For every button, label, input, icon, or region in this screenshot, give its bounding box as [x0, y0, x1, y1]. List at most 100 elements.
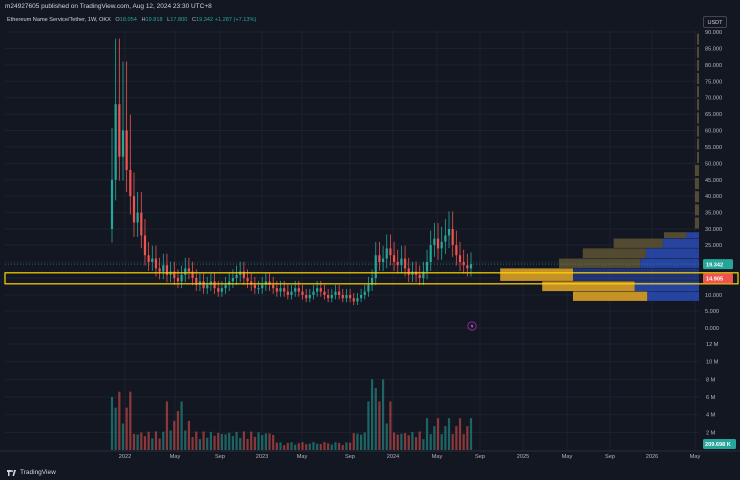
tradingview-logo-icon	[7, 469, 16, 476]
volume-bar	[330, 444, 333, 450]
volume-bar	[381, 379, 385, 450]
candle-body	[389, 248, 392, 256]
volume-bar	[272, 434, 275, 450]
candle-body	[250, 281, 253, 285]
candle-body	[162, 265, 165, 272]
candle-body	[202, 281, 205, 289]
candle-body	[286, 291, 289, 295]
candle-body	[305, 295, 308, 299]
volume-bar	[158, 438, 161, 450]
currency-button[interactable]: USDT	[703, 16, 727, 28]
profile-down-bar	[573, 268, 699, 281]
candle-body	[209, 281, 213, 285]
candle-body	[345, 295, 348, 299]
volume-bar	[374, 388, 377, 450]
candle-body	[418, 274, 421, 278]
candle-body	[220, 288, 223, 292]
candle-body	[176, 278, 180, 282]
candle-body	[363, 291, 366, 295]
open-value: 18.054	[119, 17, 137, 23]
price-tick-label: 65.000	[705, 112, 722, 118]
lightning-icon	[470, 323, 474, 329]
volume-bar	[378, 401, 381, 450]
profile-tail-bar	[695, 217, 699, 229]
candle-body	[297, 288, 300, 292]
profile-tail-bar	[697, 138, 699, 150]
candle-body	[378, 255, 381, 262]
price-tick-label: 50.000	[705, 161, 722, 167]
volume-bar	[184, 430, 187, 450]
candle-body	[275, 288, 278, 292]
volume-bar	[118, 391, 121, 450]
price-tick-label: 70.000	[705, 96, 722, 102]
volume-bar	[213, 435, 216, 450]
volume-bar	[301, 442, 304, 450]
volume-bar	[264, 433, 267, 450]
volume-bar	[469, 418, 473, 450]
last-price-label: 19.342	[706, 262, 723, 268]
volume-bar	[224, 434, 227, 450]
candle-body	[403, 258, 407, 269]
volume-bar	[206, 437, 209, 450]
profile-tail-bar	[697, 46, 699, 58]
profile-tail-bar	[697, 112, 699, 124]
high-label: H	[141, 17, 146, 23]
profile-tail-bar	[697, 73, 699, 85]
volume-bar	[154, 431, 158, 450]
volume-bar	[403, 433, 407, 450]
time-tick-label: Sep	[345, 454, 355, 460]
volume-bar	[147, 431, 150, 450]
tradingview-logo[interactable]: TradingView	[7, 468, 56, 477]
candle-body	[253, 284, 256, 289]
volume-bar	[136, 434, 139, 450]
candle-body	[433, 238, 436, 245]
volume-series	[110, 379, 473, 450]
volume-bar	[447, 418, 451, 450]
profile-up-bar	[573, 291, 648, 301]
volume-bar	[110, 397, 114, 450]
time-tick-label: May	[297, 454, 308, 460]
time-axis: 2022 May Sep 2023 May Sep 2024 May Sep 2025 May Sep…	[0, 450, 740, 460]
volume-bar	[396, 434, 399, 450]
volume-tick-label: 4 M	[706, 413, 716, 419]
close-label: C	[191, 17, 196, 23]
price-tick-label: 40.000	[705, 194, 722, 200]
candle-body	[400, 258, 403, 266]
symbol-title[interactable]: Ethereum Name Service/Tether, 1W, OKX	[7, 17, 111, 23]
volume-bar	[341, 444, 344, 450]
profile-down-bar	[640, 258, 699, 268]
volume-bar	[316, 443, 319, 450]
candle-body	[385, 248, 388, 259]
candle-body	[206, 284, 209, 289]
candle-body	[151, 258, 154, 262]
volume-bar	[140, 432, 143, 450]
low-value: 17.800	[170, 17, 188, 23]
candle-body	[374, 255, 377, 278]
volume-bar	[466, 426, 469, 450]
volume-bar	[231, 435, 234, 450]
profile-tail-bar	[695, 178, 699, 190]
candle-body	[283, 288, 286, 292]
volume-bar	[209, 431, 213, 450]
volume-bar	[165, 401, 169, 450]
candle-body	[466, 265, 469, 269]
candle-body	[381, 258, 385, 262]
profile-up-bar	[500, 268, 573, 281]
candle-body	[327, 295, 330, 299]
candle-body	[341, 295, 344, 299]
candle-body	[396, 262, 399, 266]
volume-bar	[253, 436, 256, 450]
profile-tail-bar	[697, 125, 699, 137]
volume-bar	[297, 443, 300, 450]
profile-tail-bar	[695, 191, 699, 203]
highlight-zone	[4, 263, 739, 285]
volume-bar	[275, 442, 278, 450]
volume-bar	[370, 379, 374, 450]
time-tick-label: 2024	[387, 454, 399, 460]
candle-body	[469, 264, 473, 269]
candle-body	[114, 104, 117, 180]
candle-body	[147, 255, 150, 262]
marked-level-label: 14.905	[706, 277, 723, 283]
candle-body	[213, 281, 216, 289]
